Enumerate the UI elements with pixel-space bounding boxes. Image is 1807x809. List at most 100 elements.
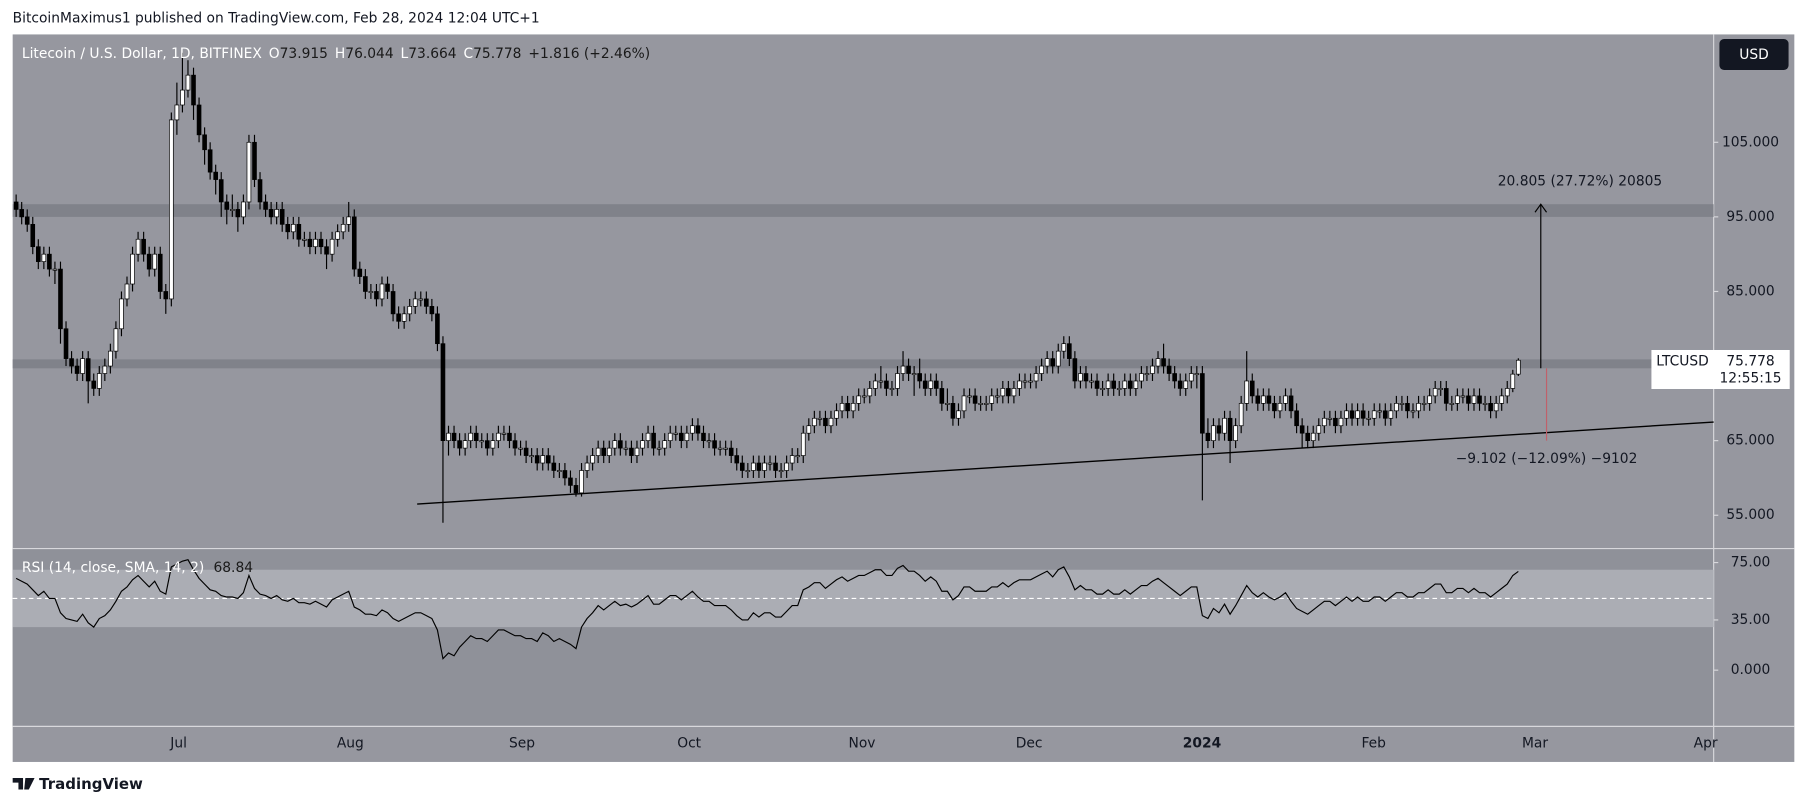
rsi-tick-label: 35.00 (1731, 612, 1771, 628)
candle-body (1344, 410, 1349, 419)
candle-body (30, 223, 36, 248)
ohlc-value: 76.044 (345, 46, 393, 62)
candle-body (590, 455, 595, 464)
candle-body (983, 403, 989, 405)
candle-body (58, 268, 63, 330)
candle-body (1449, 403, 1455, 405)
candle-body (479, 440, 485, 443)
candle-body (651, 432, 656, 449)
candle-body (523, 447, 529, 456)
candle-body (967, 395, 972, 398)
candle-body (1371, 410, 1377, 419)
candle-body (1205, 432, 1211, 441)
tv-logo: TradingView (12, 775, 143, 793)
candle-body (1067, 343, 1072, 359)
candle-body (191, 74, 196, 106)
candle-body (1455, 395, 1460, 404)
candle-body (667, 432, 673, 441)
candle-body (412, 298, 418, 307)
candle-body (146, 253, 152, 270)
candle-body (390, 291, 396, 315)
candle-body (873, 380, 878, 389)
candle-body (274, 209, 279, 218)
candle-body (1172, 373, 1177, 382)
candle-body (1333, 417, 1338, 427)
candle-body (268, 209, 274, 218)
candle-body (529, 455, 534, 458)
candle-body (385, 283, 390, 292)
candle-body (579, 470, 584, 494)
candle-body (861, 395, 867, 398)
candle-body (462, 440, 468, 449)
candle-body (933, 380, 939, 389)
y-tick-label: 55.000 (1726, 507, 1774, 523)
symbol-title: Litecoin / U.S. Dollar, 1D, BITFINEX (22, 46, 263, 62)
candle-body (778, 470, 784, 472)
candle-body (379, 283, 385, 300)
x-tick-label: Feb (1361, 736, 1385, 752)
x-tick-label: Jul (169, 736, 187, 752)
ohlc-value: 73.915 (280, 46, 328, 62)
candle-body (468, 432, 473, 441)
candle-body (1083, 373, 1089, 382)
candle-body (440, 343, 446, 441)
candle-body (407, 306, 413, 315)
rsi-line (15, 559, 1519, 660)
candle-body (363, 276, 368, 292)
candle-body (1277, 403, 1283, 412)
candle-body (867, 388, 873, 397)
candle-body (507, 432, 512, 441)
candle-body (1055, 350, 1061, 367)
candle-body (1222, 417, 1227, 434)
candle-body (1105, 380, 1111, 389)
candle-body (1044, 358, 1050, 367)
candle-body (878, 380, 884, 383)
candle-body (595, 447, 601, 456)
candle-body (1438, 388, 1444, 390)
candle-body (1233, 425, 1238, 441)
candle-body (1477, 395, 1482, 404)
rsi-tick-label: 75.00 (1731, 555, 1771, 571)
currency-button[interactable] (1719, 39, 1789, 70)
candle-body (1183, 380, 1189, 389)
candle-body (789, 455, 795, 464)
candle-body (152, 253, 158, 270)
candle-body (1200, 373, 1205, 434)
candle-body (1122, 380, 1128, 389)
candle-body (1349, 410, 1355, 419)
ohlc-label: C (464, 46, 474, 62)
price-label-box (1651, 349, 1790, 390)
candle-body (1255, 395, 1261, 404)
candle-body (1299, 425, 1305, 434)
candle-body (1377, 410, 1383, 413)
candle-body (972, 395, 978, 404)
candle-body (618, 440, 623, 449)
candle-body (1266, 395, 1272, 404)
candle-body (401, 313, 407, 322)
candle-body (945, 403, 950, 405)
candle-body (368, 291, 374, 293)
candle-body (224, 201, 230, 210)
candle-body (956, 410, 961, 419)
candle-body (1216, 425, 1222, 434)
ohlc-value: 73.664 (408, 46, 456, 62)
candle-body (1410, 410, 1416, 413)
candle-body (113, 328, 119, 352)
candle-body (91, 380, 97, 389)
rsi-value: 68.84 (213, 560, 253, 576)
candle-body (1294, 410, 1299, 427)
candle-body (1261, 395, 1266, 404)
candle-body (1416, 403, 1421, 412)
candle-body (706, 440, 712, 443)
candle-body (313, 238, 318, 248)
resistance-zone (12, 204, 1714, 217)
candle-body (157, 253, 163, 292)
header: BitcoinMaximus1 published on TradingView… (13, 10, 540, 26)
candle-body (917, 373, 922, 382)
candle-body (1466, 395, 1471, 404)
candle-body (834, 410, 839, 419)
candle-body (1272, 403, 1277, 412)
currency-label[interactable]: USD (1739, 47, 1769, 63)
candle-body (1366, 417, 1371, 420)
candle-body (534, 455, 540, 464)
